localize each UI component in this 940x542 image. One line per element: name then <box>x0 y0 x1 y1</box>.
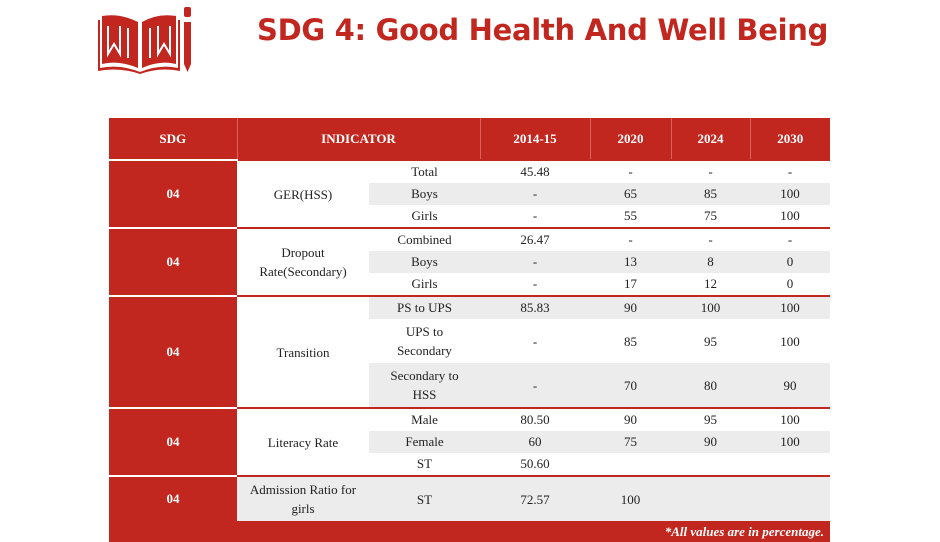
value-2014-15: 85.83 <box>480 295 590 319</box>
value-2020: - <box>590 159 671 183</box>
value-2014-15: - <box>480 273 590 296</box>
table-row: 04 Transition PS to UPS 85.83 90 100 100 <box>109 295 830 408</box>
value-2030 <box>750 453 830 476</box>
value-2014-15: - <box>480 205 590 228</box>
sdg-cell: 04 <box>109 159 237 228</box>
value-2030: - <box>750 159 830 183</box>
value-2014-15: 50.60 <box>480 453 590 476</box>
value-2024: 95 <box>671 407 750 431</box>
table-row: Female 60 75 90 100 <box>109 431 830 453</box>
column-header-indicator: INDICATOR <box>236 118 480 160</box>
table-row: Girls - 17 12 0 <box>109 273 830 296</box>
value-2014-15: - <box>480 183 590 205</box>
value-2024: 100 <box>671 295 750 319</box>
table-row: Secondary to HSS - 70 80 90 <box>109 363 830 408</box>
indicator-cell: Admission Ratio for girls <box>237 475 369 521</box>
table-row: 04 Literacy Rate Male 80.50 90 95 100 <box>109 407 830 476</box>
value-2020: 65 <box>590 183 671 205</box>
table-row: UPS to Secondary - 85 95 100 <box>109 319 830 363</box>
value-2014-15: 60 <box>480 431 590 453</box>
sub-indicator-cell: ST <box>369 453 480 476</box>
sub-indicator-cell: Male <box>369 407 480 431</box>
value-2020: 85 <box>590 319 671 363</box>
value-2014-15: 45.48 <box>480 159 590 183</box>
table-row: 04 GER(HSS) Total 45.48 - - - <box>109 159 830 228</box>
sub-indicator-cell: Female <box>369 431 480 453</box>
sub-indicator-cell: Girls <box>369 205 480 228</box>
sub-indicator-cell: UPS to Secondary <box>369 319 480 363</box>
value-2024: 95 <box>671 319 750 363</box>
sub-indicator-cell: Combined <box>369 227 480 251</box>
value-2030: 100 <box>750 431 830 453</box>
value-2014-15: 26.47 <box>480 227 590 251</box>
indicator-cell: Literacy Rate <box>237 407 369 476</box>
table-row: ST 50.60 <box>109 453 830 476</box>
value-2020: 100 <box>590 475 671 521</box>
value-2030: 90 <box>750 363 830 408</box>
value-2030 <box>750 475 830 521</box>
value-2030: 0 <box>750 251 830 273</box>
value-2024: 12 <box>671 273 750 296</box>
sub-indicator-cell: ST <box>369 475 480 521</box>
value-2020: 55 <box>590 205 671 228</box>
value-2030: 100 <box>750 205 830 228</box>
value-2020: 75 <box>590 431 671 453</box>
sdg-cell: 04 <box>109 227 237 296</box>
column-header-2024: 2024 <box>670 118 750 160</box>
value-2024: 90 <box>671 431 750 453</box>
column-header-sdg: SDG <box>109 118 237 160</box>
indicator-cell: Dropout Rate(Secondary) <box>237 227 369 296</box>
column-header-2020: 2020 <box>589 118 671 160</box>
book-pencil-icon <box>98 7 191 74</box>
value-2020: 13 <box>590 251 671 273</box>
table-row: 04 Dropout Rate(Secondary) Combined 26.4… <box>109 227 830 296</box>
value-2024: 75 <box>671 205 750 228</box>
column-header-2014-15: 2014-15 <box>479 118 590 160</box>
value-2020: 90 <box>590 295 671 319</box>
sub-indicator-cell: Secondary to HSS <box>369 363 480 408</box>
value-2020: 90 <box>590 407 671 431</box>
footnote: *All values are in percentage. <box>109 521 830 542</box>
value-2024: 85 <box>671 183 750 205</box>
page-title: SDG 4: Good Health And Well Being <box>257 13 829 47</box>
sdg-cell: 04 <box>109 475 237 521</box>
value-2020: 70 <box>590 363 671 408</box>
value-2030: 100 <box>750 295 830 319</box>
indicator-cell: Transition <box>237 295 369 408</box>
sdg-cell: 04 <box>109 407 237 476</box>
value-2024: - <box>671 227 750 251</box>
value-2024: 80 <box>671 363 750 408</box>
sdg-indicator-table: SDG INDICATOR 2014-15 2020 2024 2030 04 … <box>109 118 830 542</box>
sdg-cell: 04 <box>109 295 237 408</box>
value-2024: 8 <box>671 251 750 273</box>
sub-indicator-cell: PS to UPS <box>369 295 480 319</box>
value-2014-15: - <box>480 251 590 273</box>
value-2030: 100 <box>750 183 830 205</box>
indicator-cell: GER(HSS) <box>237 159 369 228</box>
value-2030: 100 <box>750 319 830 363</box>
table-footer-row: *All values are in percentage. <box>109 521 830 542</box>
value-2030: 100 <box>750 407 830 431</box>
value-2024 <box>671 475 750 521</box>
value-2030: 0 <box>750 273 830 296</box>
value-2020 <box>590 453 671 476</box>
column-header-2030: 2030 <box>749 118 830 160</box>
table-row: Boys - 13 8 0 <box>109 251 830 273</box>
value-2014-15: 80.50 <box>480 407 590 431</box>
table-row: 04 Admission Ratio for girls ST 72.57 10… <box>109 475 830 521</box>
value-2014-15: 72.57 <box>480 475 590 521</box>
sub-indicator-cell: Girls <box>369 273 480 296</box>
value-2014-15: - <box>480 319 590 363</box>
value-2030: - <box>750 227 830 251</box>
sub-indicator-cell: Boys <box>369 251 480 273</box>
table-row: Boys - 65 85 100 <box>109 183 830 205</box>
sub-indicator-cell: Boys <box>369 183 480 205</box>
sub-indicator-cell: Total <box>369 159 480 183</box>
table-row: Girls - 55 75 100 <box>109 205 830 228</box>
value-2020: 17 <box>590 273 671 296</box>
value-2020: - <box>590 227 671 251</box>
value-2014-15: - <box>480 363 590 408</box>
value-2024 <box>671 453 750 476</box>
value-2024: - <box>671 159 750 183</box>
